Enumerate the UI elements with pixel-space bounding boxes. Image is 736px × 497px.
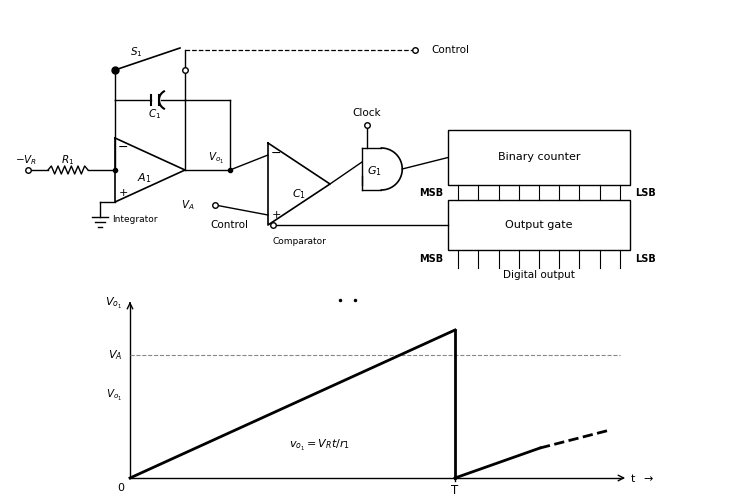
Bar [448, 130, 630, 185]
Text: Binary counter: Binary counter [498, 153, 580, 163]
Text: Comparator: Comparator [272, 237, 326, 246]
Text: 0: 0 [117, 483, 124, 493]
Text: Control: Control [431, 45, 469, 55]
Text: $V_A$: $V_A$ [182, 198, 195, 212]
Text: $C_1$: $C_1$ [292, 187, 306, 201]
Text: $V_{o_1}$: $V_{o_1}$ [105, 296, 122, 311]
Text: MSB: MSB [419, 187, 443, 197]
Text: +: + [272, 210, 280, 220]
Text: T: T [451, 484, 459, 497]
Text: $-V_R$: $-V_R$ [15, 153, 37, 167]
Text: $v_{o_1} = V_R t/r_1$: $v_{o_1} = V_R t/r_1$ [289, 437, 350, 453]
Text: Output gate: Output gate [505, 220, 573, 230]
Text: $V_{o_1}$: $V_{o_1}$ [208, 151, 224, 166]
Bar [448, 200, 630, 250]
Text: $S_1$: $S_1$ [130, 45, 143, 59]
Text: t  $\rightarrow$: t $\rightarrow$ [630, 472, 654, 484]
Text: $C_1$: $C_1$ [149, 107, 162, 121]
Text: Clock: Clock [353, 108, 381, 118]
Text: $R_1$: $R_1$ [61, 153, 74, 167]
Text: Digital output: Digital output [503, 270, 575, 280]
Text: $V_A$: $V_A$ [107, 348, 122, 362]
Text: $V_{o_1}$: $V_{o_1}$ [106, 388, 122, 403]
Text: −: − [118, 141, 128, 154]
Text: $G_1$: $G_1$ [367, 164, 381, 178]
Text: −: − [271, 147, 281, 160]
Text: MSB: MSB [419, 254, 443, 264]
Text: LSB: LSB [635, 187, 656, 197]
Text: $A_1$: $A_1$ [137, 171, 151, 185]
Text: LSB: LSB [635, 254, 656, 264]
Text: Integrator: Integrator [113, 216, 158, 225]
Text: Control: Control [210, 220, 248, 230]
Text: +: + [118, 188, 127, 198]
